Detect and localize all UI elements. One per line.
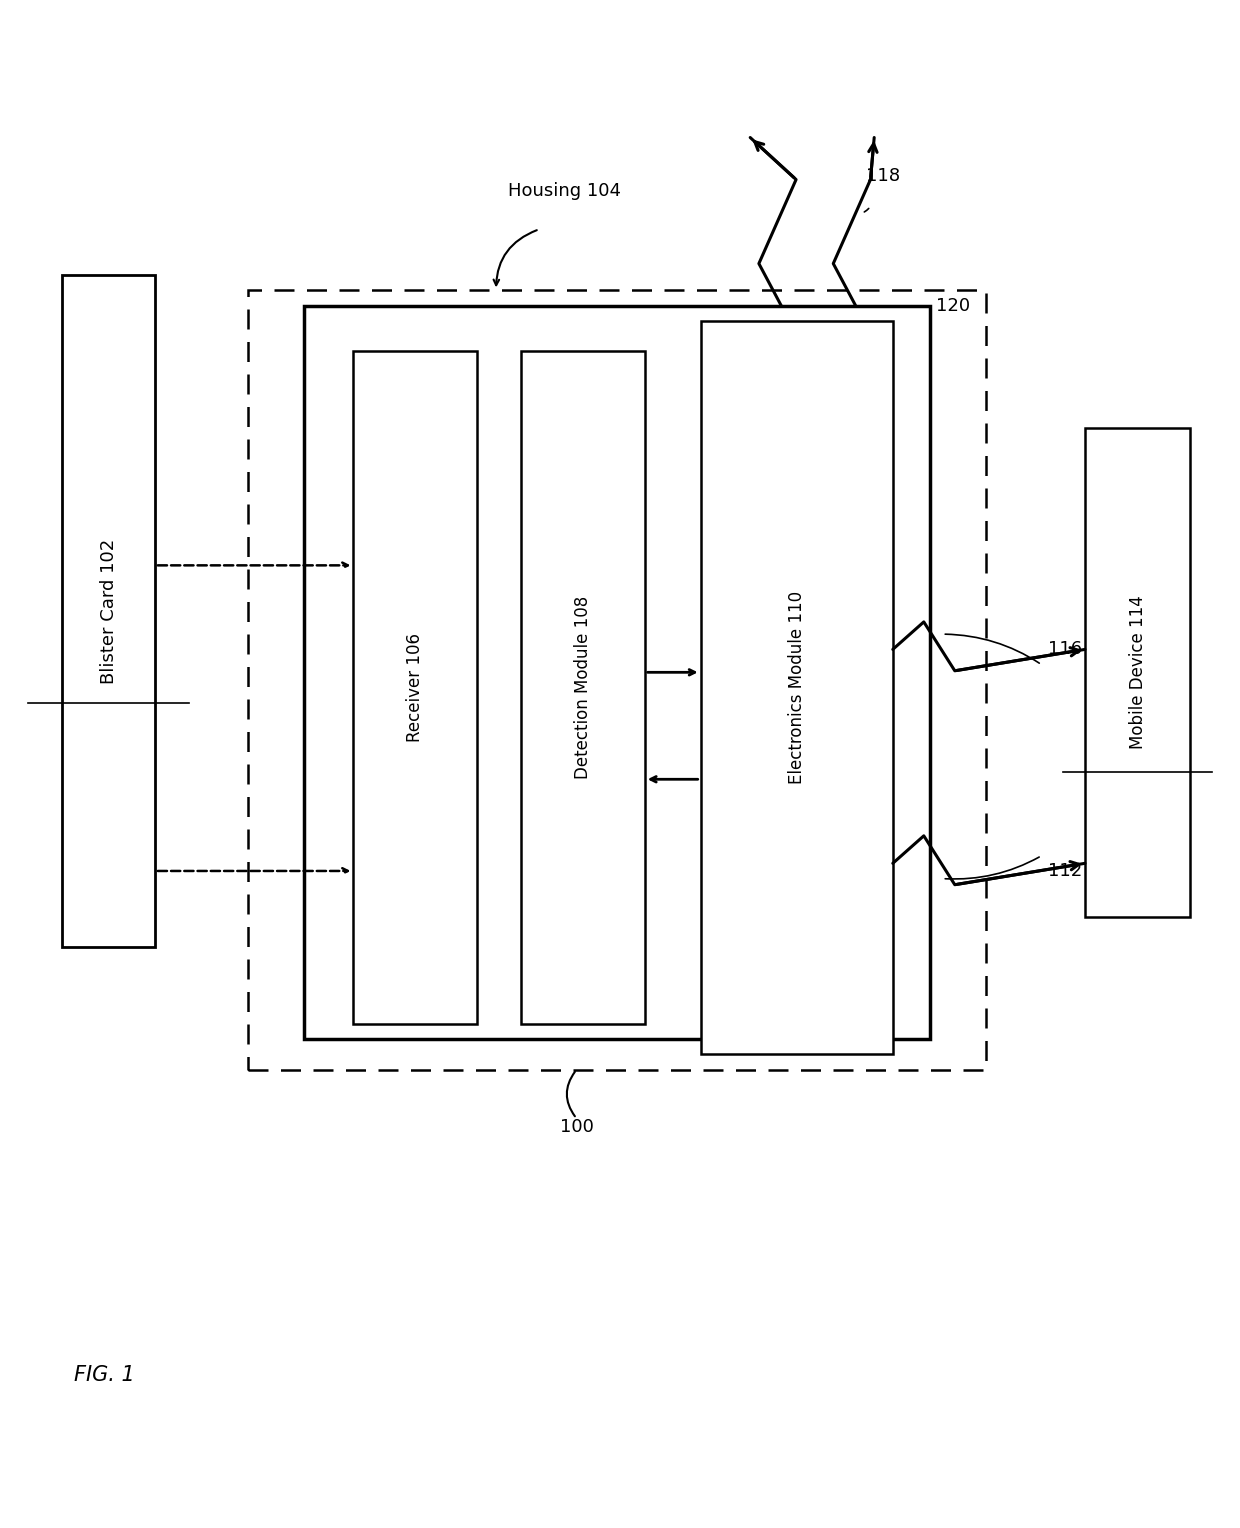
Text: 116: 116: [1048, 640, 1083, 659]
Text: 120: 120: [936, 296, 971, 315]
Text: 118: 118: [866, 167, 900, 185]
Bar: [353, 351, 477, 1024]
Text: Housing 104: Housing 104: [507, 182, 621, 200]
Bar: [304, 306, 930, 1039]
Text: Receiver 106: Receiver 106: [407, 633, 424, 743]
Text: 112: 112: [1048, 862, 1083, 880]
Text: FIG. 1: FIG. 1: [74, 1365, 135, 1386]
Text: Detection Module 108: Detection Module 108: [574, 596, 591, 779]
Bar: [1085, 428, 1190, 917]
Text: Electronics Module 110: Electronics Module 110: [787, 591, 806, 784]
Bar: [248, 290, 986, 1070]
Text: Mobile Device 114: Mobile Device 114: [1128, 596, 1147, 749]
Bar: [521, 351, 645, 1024]
Text: 100: 100: [559, 1118, 594, 1137]
Bar: [701, 321, 893, 1054]
Bar: [62, 275, 155, 947]
Text: Blister Card 102: Blister Card 102: [99, 538, 118, 685]
